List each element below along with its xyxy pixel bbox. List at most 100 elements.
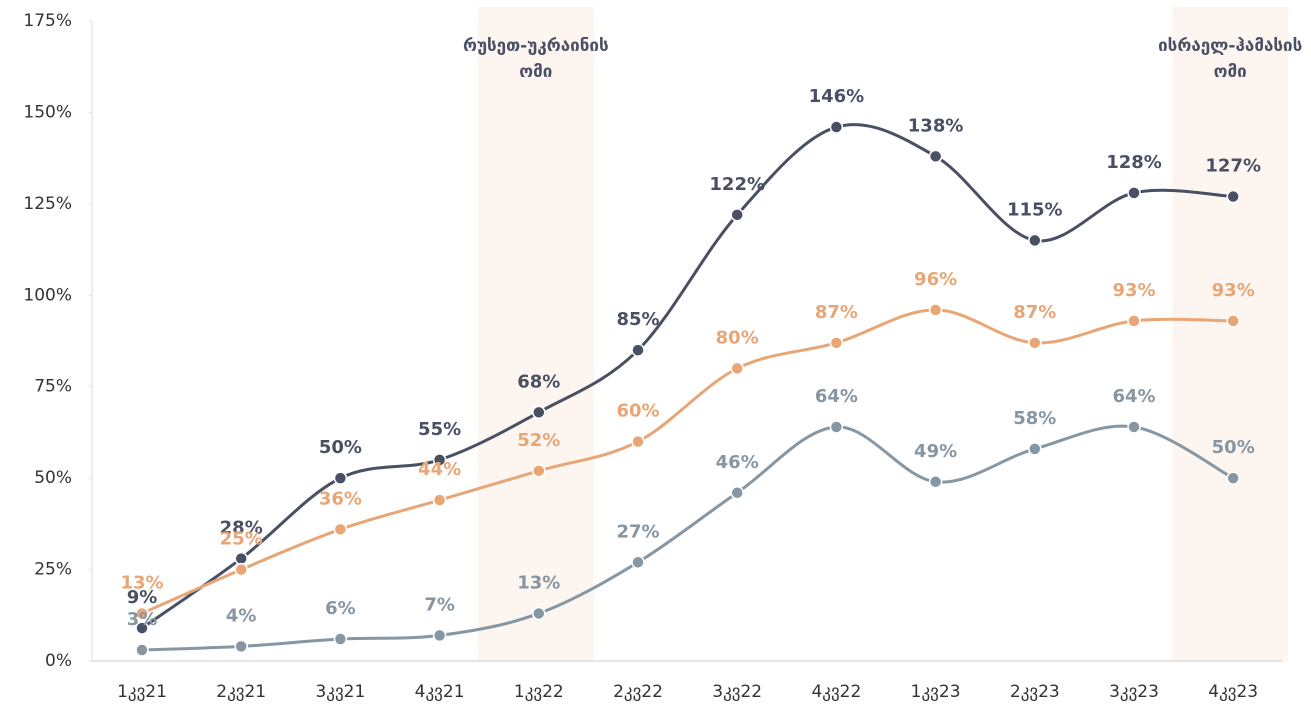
point: [432, 628, 447, 643]
value-label: 146%: [809, 86, 865, 107]
point: [532, 405, 546, 420]
value-label: 64%: [1112, 386, 1155, 407]
point: [631, 343, 645, 357]
point: [1226, 314, 1240, 328]
value-label: 49%: [914, 441, 957, 462]
point: [928, 475, 943, 489]
value-label: 115%: [1007, 199, 1063, 220]
annotation: რუსეთ-უკრაინის ომი: [463, 36, 609, 82]
y-tick-label: 175%: [23, 11, 72, 31]
value-label: 46%: [716, 452, 759, 473]
x-tick-label: 3კვ23: [1109, 682, 1159, 702]
value-label: 93%: [1112, 280, 1155, 301]
value-label: 3%: [127, 609, 158, 630]
point: [432, 453, 447, 467]
point: [730, 486, 744, 500]
point: [1028, 336, 1042, 350]
value-label: 138%: [908, 115, 964, 136]
annotation: ისრაელ-ჰამასის ომი: [1158, 36, 1302, 82]
value-label: 7%: [424, 594, 455, 615]
y-tick-label: 100%: [23, 285, 72, 305]
point: [234, 639, 248, 654]
value-label: 55%: [418, 419, 461, 440]
value-label: 13%: [120, 572, 163, 593]
point: [1226, 189, 1240, 204]
point: [135, 606, 149, 621]
point: [333, 522, 348, 537]
x-tick-label: 2კვ22: [613, 682, 663, 702]
point: [532, 606, 546, 621]
point: [829, 336, 844, 350]
point: [631, 434, 645, 449]
value-label: 58%: [1013, 408, 1056, 429]
point: [829, 120, 844, 134]
point: [532, 464, 546, 478]
value-label: 96%: [914, 269, 957, 290]
value-label: 13%: [517, 572, 560, 593]
y-tick-label: 0%: [45, 651, 72, 671]
point: [829, 420, 844, 434]
value-label: 64%: [815, 386, 858, 407]
point: [1127, 186, 1141, 200]
series-line: [141, 424, 1234, 652]
value-label: 127%: [1205, 156, 1261, 177]
point: [432, 493, 447, 507]
value-label: 50%: [1212, 437, 1255, 458]
annotation-line: ომი: [1214, 62, 1247, 82]
point: [1028, 233, 1042, 248]
point: [333, 632, 348, 646]
value-label: 93%: [1212, 280, 1255, 301]
point: [1028, 442, 1042, 456]
war-band: [477, 7, 594, 661]
y-tick-label: 75%: [34, 377, 72, 397]
value-label: 4%: [226, 605, 257, 626]
point: [135, 621, 149, 635]
value-label: 6%: [325, 598, 356, 619]
annotation-line: რუსეთ-უკრაინის: [463, 36, 609, 56]
value-label: 128%: [1106, 152, 1162, 173]
war-band: [1172, 7, 1289, 661]
point: [730, 361, 744, 376]
x-tick-label: 4კვ22: [811, 682, 861, 702]
point: [928, 303, 943, 317]
x-tick-label: 3კვ22: [712, 682, 762, 702]
x-tick-label: 4კვ21: [415, 682, 465, 702]
value-label: 44%: [418, 459, 461, 480]
value-label: 28%: [220, 518, 263, 539]
value-label: 87%: [1013, 302, 1056, 323]
annotation-bands: [477, 7, 1289, 661]
value-label: 50%: [319, 437, 362, 458]
value-label: 122%: [709, 174, 765, 195]
x-tick-label: 2კვ23: [1010, 682, 1060, 702]
point: [1127, 420, 1141, 434]
x-tick-label: 1კვ22: [514, 682, 564, 702]
value-label: 60%: [616, 401, 659, 422]
value-label: 68%: [517, 371, 560, 392]
x-tick-label: 1კვ21: [117, 682, 167, 702]
value-label: 25%: [220, 529, 263, 550]
value-label: 52%: [517, 430, 560, 451]
point: [631, 555, 645, 570]
value-label: 85%: [616, 309, 659, 330]
point: [234, 562, 248, 577]
x-tick-label: 3კვ21: [315, 682, 365, 702]
value-label: 36%: [319, 488, 362, 509]
point: [234, 551, 248, 566]
point: [333, 471, 348, 485]
value-label: 9%: [127, 587, 158, 608]
value-label: 87%: [815, 302, 858, 323]
series-line: [141, 308, 1234, 615]
series-line: [141, 123, 1234, 630]
x-tick-label: 4კვ23: [1208, 682, 1258, 702]
y-tick-label: 150%: [23, 102, 72, 122]
x-tick-label: 1კვ23: [911, 682, 961, 702]
y-tick-label: 25%: [34, 560, 72, 580]
point: [730, 208, 744, 222]
point: [928, 149, 943, 164]
value-label: 80%: [716, 327, 759, 348]
annotation-line: ისრაელ-ჰამასის: [1158, 36, 1302, 56]
point: [135, 643, 149, 657]
point: [1127, 314, 1141, 328]
point: [1226, 471, 1240, 485]
